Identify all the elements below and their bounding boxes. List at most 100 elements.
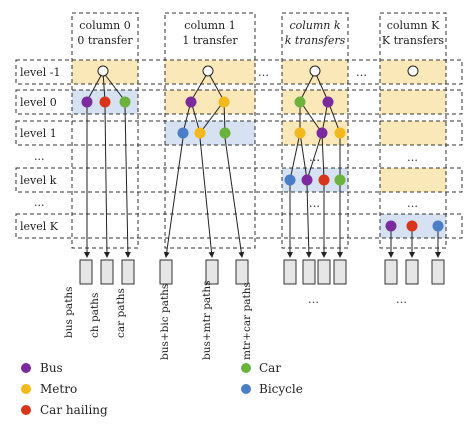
path-box: [384, 259, 398, 285]
path-box: [121, 259, 135, 285]
metro-node: [194, 127, 206, 139]
bus-node: [301, 174, 313, 186]
column-K-subtitle: K transfers: [382, 34, 445, 47]
path-label-car: car paths: [115, 288, 127, 338]
path-box: [333, 259, 347, 285]
column-k-title: column k: [289, 19, 340, 32]
level-label-dots-1: ...: [34, 150, 45, 163]
level-label-K: level K: [20, 220, 59, 233]
legend-car-swatch: [241, 363, 251, 373]
level-label-0: level 0: [20, 96, 57, 109]
ellipsis-bottom-K: …: [396, 293, 407, 306]
root-node-colK: [407, 65, 419, 77]
legend-car-label: Car: [259, 361, 281, 375]
path-box: [405, 259, 419, 285]
ellipsis-bottom-k: …: [308, 293, 319, 306]
path-box: [100, 259, 114, 285]
level-rows: [15, 59, 463, 239]
band-col1-level0: [165, 90, 255, 114]
mode-nodes: [81, 96, 444, 232]
column-K-title: column K: [387, 19, 440, 32]
car-node: [219, 127, 231, 139]
column-box-0: [71, 12, 139, 249]
legend-metro-label: Metro: [40, 382, 77, 396]
root-node-colk: [309, 65, 321, 77]
path-box: [283, 259, 297, 285]
bus-node: [81, 96, 93, 108]
path-label-busbic: bus+bic paths: [159, 284, 171, 360]
path-label-bus: bus paths: [63, 286, 75, 338]
column-box-K: [379, 12, 447, 249]
carhailing-node: [406, 220, 418, 232]
carhailing-node: [318, 174, 330, 186]
ellipsis-row-top-1: …: [258, 66, 269, 79]
column-headers: column 0 0 transfer column 1 1 transfer …: [77, 19, 444, 47]
arrows: [84, 105, 441, 258]
band-colK-levelk: [380, 168, 446, 192]
path-box: [431, 259, 445, 285]
ellipsis-row-top-2: …: [356, 66, 367, 79]
level-row-k: [15, 167, 463, 193]
path-box: [159, 259, 173, 285]
bands: [72, 60, 446, 238]
car-node: [294, 96, 306, 108]
legend-carhailing-label: Car hailing: [40, 403, 108, 417]
column-boxes: [71, 12, 447, 249]
legend-metro-swatch: [21, 384, 31, 394]
ellipsis-colk-2: …: [309, 197, 320, 210]
path-label-ch: ch paths: [89, 293, 101, 338]
root-nodes: [97, 65, 419, 77]
level-labels: level -1 level 0 level 1 ... level k ...…: [20, 66, 60, 233]
band-colk-level0: [282, 90, 348, 114]
carhailing-node: [99, 96, 111, 108]
legend-carhailing-swatch: [21, 405, 31, 415]
column-k-subtitle: k transfers: [285, 34, 346, 47]
legend-bus-label: Bus: [40, 361, 63, 375]
ellipsis-colK-1: …: [407, 151, 418, 164]
level-row-1: [15, 120, 463, 146]
path-labels: bus paths ch paths car paths bus+bic pat…: [63, 280, 253, 360]
path-label-mtrcar: mtr+car paths: [241, 282, 253, 360]
column-1-title: column 1: [184, 19, 235, 32]
path-box: [302, 259, 316, 285]
column-box-k: [281, 12, 349, 249]
ellipsis-colK-2: …: [407, 197, 418, 210]
root-node-col1: [202, 65, 214, 77]
bicycle-node: [432, 220, 444, 232]
path-box: [235, 259, 249, 285]
level-label-minus1: level -1: [20, 66, 60, 79]
bus-node: [316, 127, 328, 139]
bicycle-node: [177, 127, 189, 139]
level-row-minus1: [15, 59, 463, 85]
root-node-col0: [97, 65, 109, 77]
column-0-subtitle: 0 transfer: [77, 34, 133, 47]
path-box: [205, 259, 219, 285]
path-label-busmtr: bus+mtr paths: [201, 280, 213, 360]
car-node: [334, 174, 346, 186]
legend-bicycle-label: Bicycle: [259, 382, 303, 396]
band-colK-level1: [380, 121, 446, 145]
legend-bicycle-swatch: [241, 384, 251, 394]
bicycle-node: [284, 174, 296, 186]
level-label-k: level k: [20, 174, 57, 187]
metro-node: [334, 127, 346, 139]
bus-node: [322, 96, 334, 108]
path-box: [79, 259, 93, 285]
level-label-dots-2: ...: [34, 196, 45, 209]
legend-bus-swatch: [21, 363, 31, 373]
car-node: [119, 96, 131, 108]
level-row-0: [15, 89, 463, 115]
metro-node: [294, 127, 306, 139]
column-0-title: column 0: [79, 19, 130, 32]
path-boxes: [79, 259, 445, 285]
bus-node: [185, 96, 197, 108]
level-label-1: level 1: [20, 127, 57, 140]
band-colK-level0: [380, 90, 446, 114]
bus-node: [385, 220, 397, 232]
metro-node: [218, 96, 230, 108]
legend: Bus Car Metro Bicycle Car hailing: [21, 361, 303, 417]
path-box: [317, 259, 331, 285]
column-box-1: [164, 12, 256, 249]
